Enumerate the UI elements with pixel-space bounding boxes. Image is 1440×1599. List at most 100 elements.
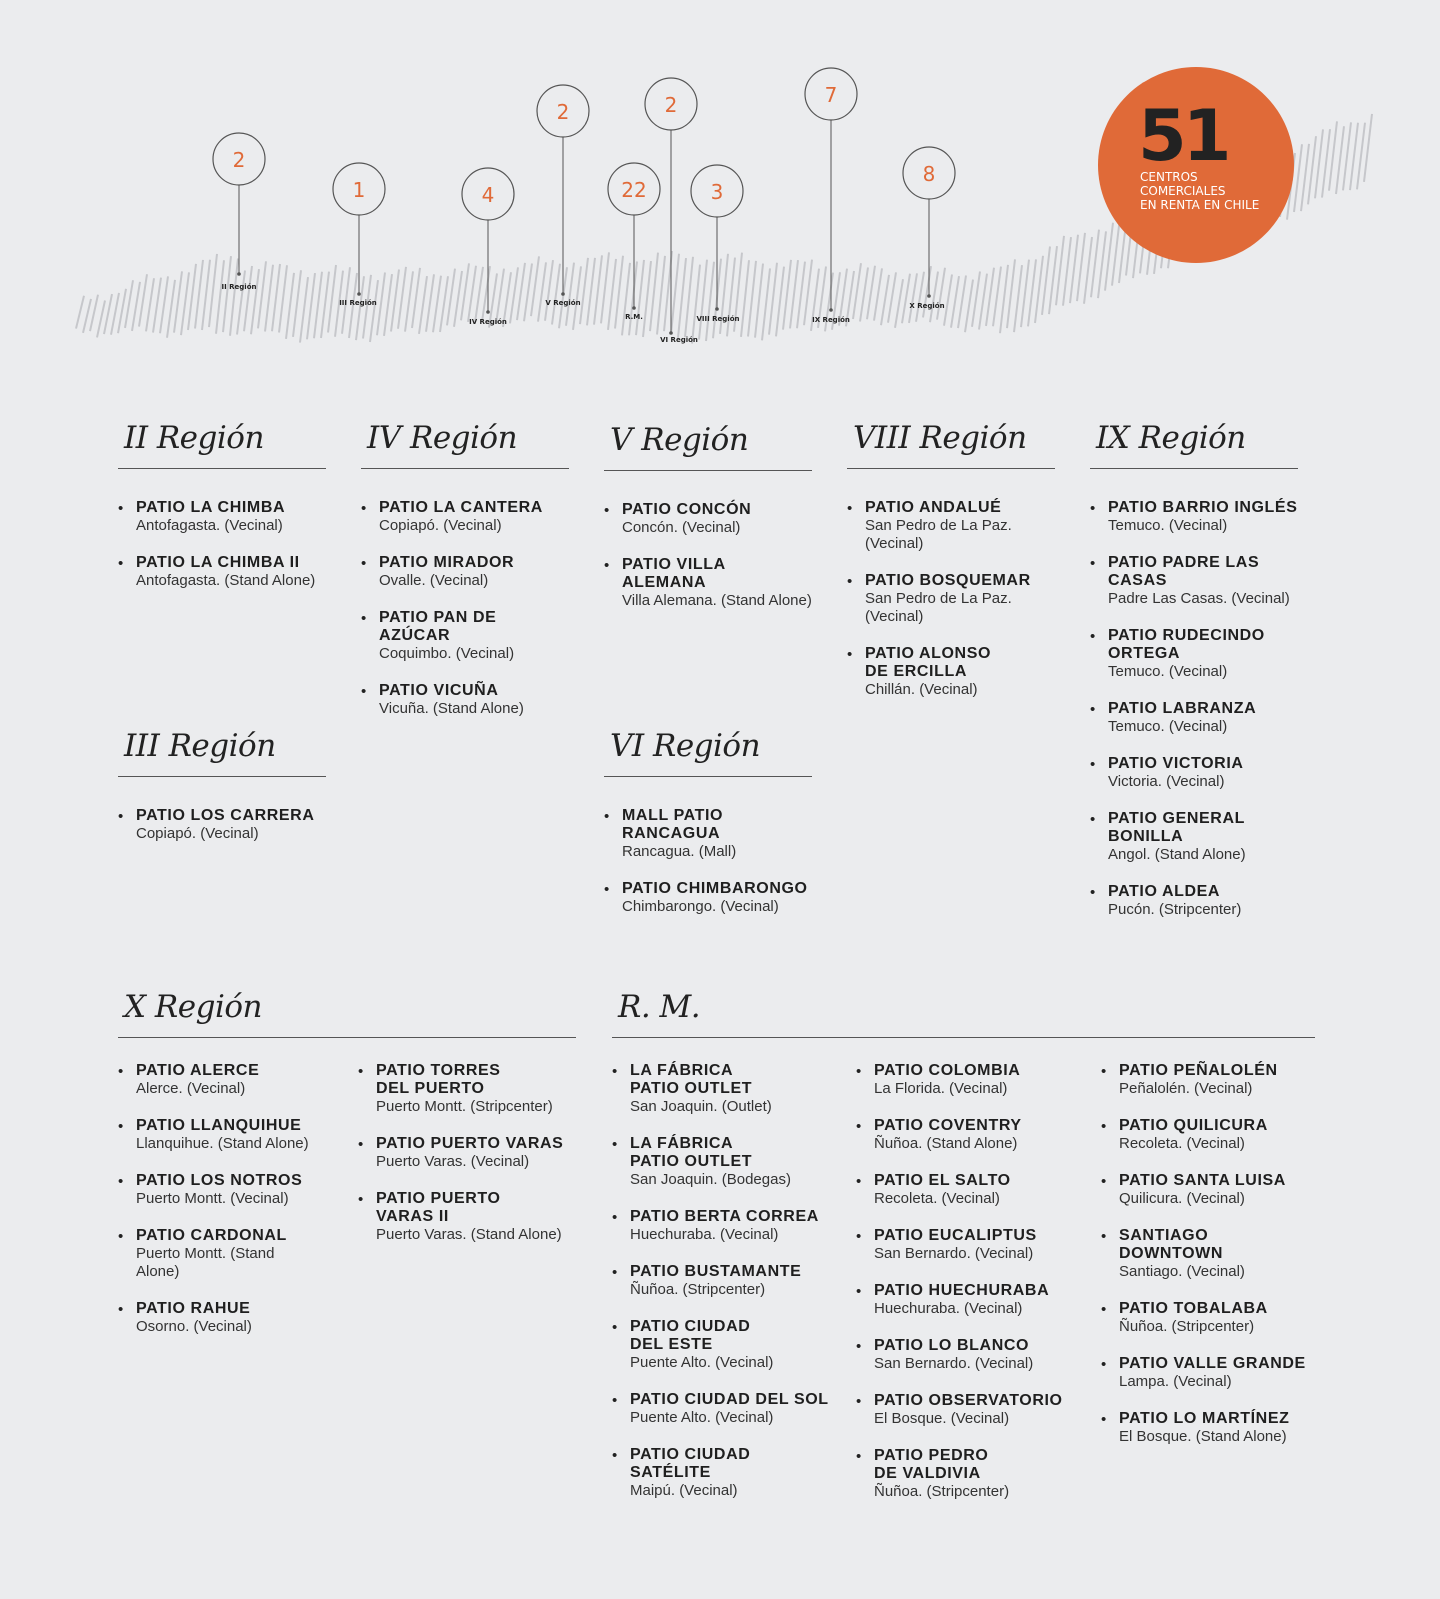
shopping-center-list: • PATIO BARRIO INGLÉS Temuco. (Vecinal) • PA… (1090, 499, 1298, 919)
stripe (96, 300, 106, 338)
bullet-icon: • (1090, 555, 1096, 572)
stripe (880, 274, 890, 326)
bullet-icon: • (361, 500, 367, 517)
stripe (369, 280, 379, 343)
region-pin: 7 IX Región (804, 67, 858, 324)
shopping-center-item: • PATIO CHIMBARONGO Chimbarongo. (Vecinal) (604, 880, 812, 916)
shopping-center-name: PATIO ALONSO DE ERCILLA (865, 645, 992, 680)
stripe (859, 267, 869, 322)
shopping-center-name: PATIO BUSTAMANTE (630, 1263, 802, 1280)
shopping-center-name: PATIO PUERTO VARAS (376, 1135, 564, 1152)
pin-region-label: V Región (545, 299, 580, 307)
shopping-center-name: PATIO LABRANZA (1108, 700, 1257, 717)
stripe (432, 275, 442, 333)
stripe (803, 259, 813, 326)
region-title: X Región (118, 989, 576, 1038)
pin-dot (715, 307, 719, 311)
shopping-center-name: MALL PATIO RANCAGUA (622, 807, 724, 842)
stripe (936, 267, 946, 320)
stripe (201, 259, 211, 331)
stripe (852, 263, 862, 320)
pin-count: 7 (825, 83, 838, 107)
shopping-center-name: PATIO PEÑALOLÉN (1119, 1062, 1278, 1079)
shopping-center-item: • PATIO COVENTRY Ñuñoa. (Stand Alone) (856, 1117, 1063, 1153)
stripe (761, 268, 771, 341)
shopping-center-item: • PATIO CIUDAD SATÉLITE Maipú. (Vecinal) (612, 1446, 829, 1500)
shopping-center-location: Copiapó. (Vecinal) (379, 517, 502, 534)
bullet-icon: • (118, 1173, 124, 1190)
shopping-center-name: PATIO PUERTO VARAS II (376, 1190, 501, 1225)
bullet-icon: • (361, 610, 367, 627)
pin-dot (561, 292, 565, 296)
shopping-center-name: PATIO PEDRO DE VALDIVIA (874, 1447, 989, 1482)
shopping-center-list: • PATIO LOS CARRERA Copiapó. (Vecinal) (118, 807, 326, 843)
stripe (131, 281, 141, 332)
shopping-center-location: Rancagua. (Mall) (622, 843, 737, 860)
region-rm: R. M. • LA FÁBRICA PATIO OUTLET San Joaquin… (612, 989, 1315, 1500)
shopping-center-item: • PATIO PAN DE AZÚCAR Coquimbo. (Vecinal) (361, 609, 569, 663)
bullet-icon: • (612, 1392, 618, 1409)
shopping-center-name: LA FÁBRICA PATIO OUTLET (630, 1135, 753, 1170)
stripe (726, 257, 736, 337)
stripe (334, 270, 344, 337)
stripe (1349, 122, 1359, 191)
stripe (243, 265, 253, 332)
stripe (390, 269, 400, 332)
bullet-icon: • (1101, 1356, 1107, 1373)
stripe (1048, 246, 1058, 315)
stripe (1293, 144, 1303, 213)
bullet-icon: • (118, 1301, 124, 1318)
bullet-icon: • (1090, 500, 1096, 517)
region-title: III Región (118, 728, 326, 777)
region-iv: IV Región • PATIO LA CANTERA Copiapó. (Vec… (361, 420, 569, 737)
shopping-center-location: San Bernardo. (Vecinal) (874, 1355, 1034, 1372)
stripe (642, 260, 652, 338)
pin-region-label: IX Región (812, 316, 850, 324)
region-pin: 22 R.M. (607, 162, 661, 321)
stripe (530, 256, 540, 317)
stripe (978, 273, 988, 330)
pin-region-label: VIII Región (696, 315, 739, 323)
region-pins: 2 II Región 1 III Región 4 IV Región 2 V Región… (212, 67, 956, 344)
shopping-center-list: • PATIO COLOMBIA La Florida. (Vecinal) • PAT… (856, 1062, 1063, 1501)
shopping-center-name: PATIO EUCALIPTUS (874, 1227, 1037, 1244)
shopping-center-name: PATIO BARRIO INGLÉS (1108, 499, 1298, 516)
stripe (481, 266, 491, 322)
pin-count: 2 (665, 93, 678, 117)
shopping-center-name: PATIO VICTORIA (1108, 755, 1244, 772)
shopping-center-list: • PATIO TORRES DEL PUERTO Puerto Montt. (St… (358, 1062, 563, 1244)
list-column-2: • PATIO COLOMBIA La Florida. (Vecinal) • PAT… (856, 1062, 1063, 1520)
stripe (1069, 234, 1079, 304)
bullet-icon: • (358, 1063, 364, 1080)
stripe (516, 262, 526, 321)
shopping-center-location: Angol. (Stand Alone) (1108, 846, 1246, 863)
stripe (1335, 126, 1345, 195)
shopping-center-name: PATIO BOSQUEMAR (865, 572, 1031, 589)
stripe (250, 269, 260, 335)
pin-count: 1 (353, 178, 366, 202)
total-caption-line-3: EN RENTA EN CHILE (1140, 198, 1259, 212)
stripe (698, 259, 708, 340)
shopping-center-item: • PATIO VICUÑA Vicuña. (Stand Alone) (361, 682, 569, 718)
shopping-center-location: Ñuñoa. (Stand Alone) (874, 1135, 1018, 1152)
stripe (460, 263, 470, 321)
pin-count: 4 (482, 183, 495, 207)
total-caption-line-2: COMERCIALES (1140, 184, 1226, 198)
stripe (950, 275, 960, 328)
bullet-icon: • (1101, 1063, 1107, 1080)
shopping-center-location: Recoleta. (Vecinal) (1119, 1135, 1245, 1152)
list-column-2: • PATIO TORRES DEL PUERTO Puerto Montt. (St… (358, 1062, 563, 1263)
region-title: IV Región (361, 420, 569, 469)
pin-dot (237, 272, 241, 276)
region-title: R. M. (612, 989, 1315, 1038)
stripe (558, 267, 568, 329)
shopping-center-list: • PATIO ANDALUÉ San Pedro de La Paz. (Vecin… (847, 499, 1055, 699)
shopping-center-location: Llanquihue. (Stand Alone) (136, 1135, 309, 1152)
bullet-icon: • (856, 1173, 862, 1190)
stripe (866, 265, 876, 320)
shopping-center-item: • LA FÁBRICA PATIO OUTLET San Joaquin. (Out… (612, 1062, 829, 1116)
shopping-center-name: PATIO TOBALABA (1119, 1300, 1268, 1317)
pin-region-label: III Región (339, 299, 377, 307)
shopping-center-item: • PATIO PUERTO VARAS II Puerto Varas. (Stan… (358, 1190, 563, 1244)
stripe (397, 266, 407, 329)
